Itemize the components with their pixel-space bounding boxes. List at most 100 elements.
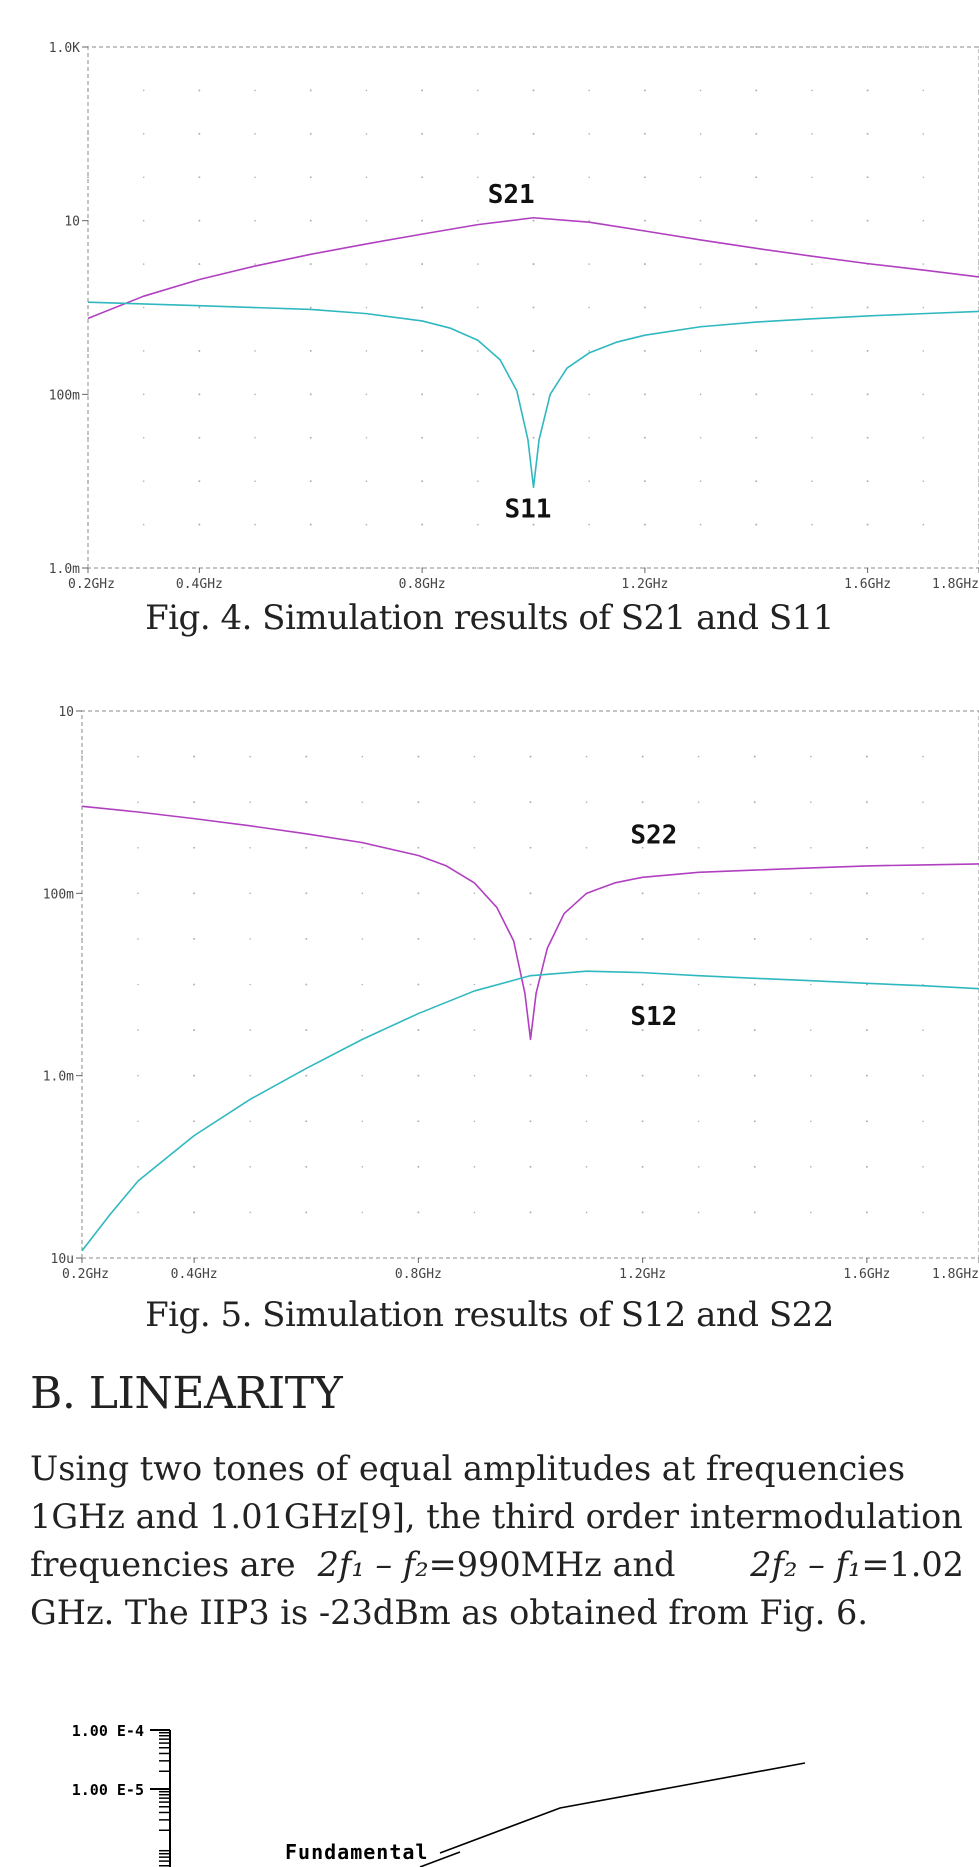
fig4-grid-dot xyxy=(866,393,869,396)
fig4-grid-dot xyxy=(588,46,590,48)
fig5-grid-dot xyxy=(473,892,476,895)
fig5-grid-dot xyxy=(473,938,476,940)
fig4-grid-dot xyxy=(811,350,813,352)
fig4-grid-dot xyxy=(87,133,89,135)
fig5-grid-dot xyxy=(473,1211,476,1214)
fig4-grid-dot xyxy=(421,480,423,482)
fig4-grid-dot xyxy=(477,436,479,439)
paragraph-line-4: GHz. The IIP3 is -23dBm as obtained from… xyxy=(30,1593,868,1632)
fig4-grid-dot xyxy=(142,567,145,569)
fig4-grid-dot xyxy=(866,89,869,92)
fig4-grid-dot xyxy=(421,393,423,396)
fig4-grid-dot xyxy=(588,436,590,439)
fig5-grid-dot xyxy=(193,1120,195,1123)
fig4-grid-dot xyxy=(532,263,535,265)
fig4-grid-dot xyxy=(365,436,368,439)
fig5-x-tick-label: 1.8GHz xyxy=(932,1267,979,1282)
fig5-caption: Fig. 5. Simulation results of S12 and S2… xyxy=(145,1295,834,1335)
fig4-grid-dot xyxy=(644,523,646,526)
fig5-grid-dot xyxy=(810,801,812,803)
fig4-grid-dot xyxy=(477,176,479,179)
fig4-grid-dot xyxy=(198,480,201,482)
fig5-grid-dot xyxy=(193,801,195,803)
fig5-grid-dot xyxy=(753,938,756,940)
fig4-grid-dot xyxy=(755,393,758,396)
fig4-grid-dot xyxy=(254,567,256,569)
fig4-grid-dot xyxy=(142,393,145,396)
fig4-grid-dot xyxy=(477,350,479,352)
fig4-grid-dot xyxy=(198,350,201,352)
fig5-grid-dot xyxy=(249,846,251,849)
fig5-y-tick-label: 1.0m xyxy=(43,1070,74,1085)
fig4-x-tick-label: 1.6GHz xyxy=(844,577,891,592)
fig4-grid-dot xyxy=(365,523,368,526)
fig5-grid-dot xyxy=(417,755,420,758)
fig6-series-fundamental-lower xyxy=(419,1851,461,1867)
section-paragraph: Using two tones of equal amplitudes at f… xyxy=(30,1445,964,1637)
fig4-grid-dot xyxy=(922,306,925,309)
fig5-y-tick-label: 10u xyxy=(51,1252,74,1267)
fig5-grid-dot xyxy=(249,710,251,712)
fig4-grid-dot xyxy=(365,133,368,135)
fig5-grid-dot xyxy=(922,1120,924,1123)
fig5-x-tick-label: 0.2GHz xyxy=(62,1267,109,1282)
fig5-grid-dot xyxy=(641,710,644,712)
equation-2f2-f1: 2f₂ – f₁ xyxy=(750,1545,862,1584)
fig5-grid-dot xyxy=(922,1029,924,1031)
fig5-grid-dot xyxy=(641,1029,644,1031)
fig4-grid-dot xyxy=(421,306,423,309)
fig5-grid-dot xyxy=(866,846,868,849)
fig5-grid-dot xyxy=(697,710,700,712)
fig4-grid-dot xyxy=(477,133,479,135)
fig5-grid-dot xyxy=(305,938,308,940)
fig4-grid-dot xyxy=(644,393,646,396)
fig5-grid-dot xyxy=(361,755,364,758)
fig4-grid-dot xyxy=(588,523,590,526)
fig4-grid-dot xyxy=(755,480,758,482)
fig4-grid-dot xyxy=(421,436,423,439)
fig4-grid-dot xyxy=(922,133,925,135)
fig5-grid-dot xyxy=(81,938,83,940)
fig4-grid-dot xyxy=(309,480,312,482)
fig4-grid-dot xyxy=(922,393,925,396)
fig5-grid-dot xyxy=(137,892,139,895)
fig4-grid-dot xyxy=(309,219,312,222)
fig5-grid-dot xyxy=(249,755,251,758)
fig5-grid-dot xyxy=(753,1211,756,1214)
fig5-grid-dot xyxy=(81,801,83,803)
fig5-grid-dot xyxy=(249,1074,251,1077)
fig4-grid-dot xyxy=(87,523,89,526)
iip3-chart: 1.00 E-4 1.00 E-5 Fundamental xyxy=(72,1722,806,1867)
fig4-grid-dot xyxy=(644,89,646,92)
fig4-grid-dot xyxy=(755,89,758,92)
fig5-grid-dot xyxy=(585,983,588,986)
fig5-grid-dot xyxy=(922,938,924,940)
fig5-grid-dot xyxy=(697,1120,700,1123)
fig5-grid-dot xyxy=(305,801,308,803)
fig4-grid-dot xyxy=(755,263,758,265)
fig4-grid-dot xyxy=(309,436,312,439)
fig4-grid-dot xyxy=(866,176,869,179)
fig4-grid-dot xyxy=(421,523,423,526)
fig4-grid-dot xyxy=(532,176,535,179)
fig5-grid-dot xyxy=(305,1074,308,1077)
fig4-grid-dot xyxy=(254,219,256,222)
fig5-grid-dot xyxy=(753,710,756,712)
fig5-grid-dot xyxy=(473,1257,476,1259)
fig5-grid-dot xyxy=(585,1257,588,1259)
fig4-grid-dot xyxy=(477,89,479,92)
fig4-y-tick-label: 100m xyxy=(49,388,80,403)
fig4-grid-dot xyxy=(532,523,535,526)
fig5-grid-dot xyxy=(305,1029,308,1031)
fig4-grid-dot xyxy=(588,219,590,222)
fig5-grid-dot xyxy=(753,1166,756,1168)
fig5-grid-dot xyxy=(810,846,812,849)
fig5-grid-dot xyxy=(473,710,476,712)
fig6-series-fundamental xyxy=(439,1762,806,1854)
fig5-grid-dot xyxy=(866,938,868,940)
fig4-grid-dot xyxy=(477,46,479,48)
fig5-grid-dot xyxy=(361,710,364,712)
fig5-grid-dot xyxy=(866,1120,868,1123)
fig5-grid-dot xyxy=(529,846,532,849)
fig5-grid-dot xyxy=(810,1166,812,1168)
